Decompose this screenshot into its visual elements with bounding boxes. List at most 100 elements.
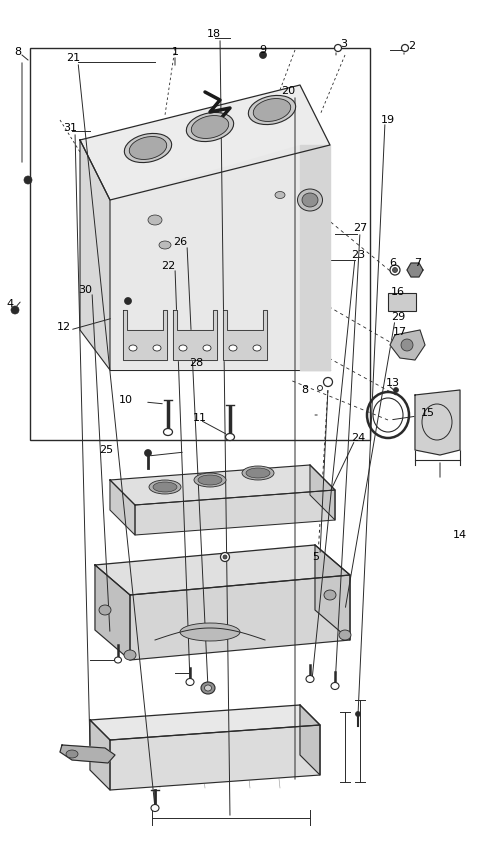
Ellipse shape — [242, 466, 274, 480]
Polygon shape — [90, 720, 110, 790]
Text: 9: 9 — [259, 45, 266, 55]
Polygon shape — [110, 480, 135, 535]
Text: 21: 21 — [66, 53, 80, 63]
Polygon shape — [80, 140, 110, 370]
Ellipse shape — [306, 675, 314, 683]
Ellipse shape — [164, 429, 172, 435]
Ellipse shape — [260, 51, 266, 58]
Ellipse shape — [335, 45, 341, 51]
Text: 19: 19 — [381, 115, 395, 125]
Text: 12: 12 — [57, 322, 71, 332]
Polygon shape — [95, 565, 130, 660]
Polygon shape — [173, 310, 217, 360]
Ellipse shape — [204, 685, 212, 691]
Ellipse shape — [148, 215, 162, 225]
Polygon shape — [390, 330, 425, 360]
Ellipse shape — [223, 555, 227, 559]
Polygon shape — [223, 310, 267, 360]
Text: 6: 6 — [389, 258, 396, 268]
Polygon shape — [300, 705, 320, 775]
Polygon shape — [135, 490, 335, 535]
Ellipse shape — [124, 297, 132, 305]
Ellipse shape — [302, 193, 318, 207]
Ellipse shape — [298, 189, 323, 211]
Ellipse shape — [179, 345, 187, 351]
Ellipse shape — [253, 99, 291, 121]
Ellipse shape — [331, 683, 339, 690]
Text: 15: 15 — [421, 408, 435, 418]
Ellipse shape — [201, 682, 215, 694]
Text: 22: 22 — [161, 261, 175, 271]
Ellipse shape — [324, 590, 336, 600]
Ellipse shape — [115, 657, 121, 663]
Ellipse shape — [275, 191, 285, 199]
Ellipse shape — [393, 268, 397, 273]
Text: 18: 18 — [207, 29, 221, 39]
Bar — [388, 293, 416, 311]
Ellipse shape — [124, 650, 136, 660]
Ellipse shape — [11, 306, 19, 314]
Text: 4: 4 — [6, 299, 13, 309]
Ellipse shape — [124, 133, 172, 163]
Polygon shape — [415, 390, 460, 455]
Text: 13: 13 — [386, 378, 400, 388]
Ellipse shape — [191, 115, 229, 138]
Text: 10: 10 — [119, 395, 133, 405]
Ellipse shape — [401, 339, 413, 351]
Text: 2: 2 — [408, 41, 416, 51]
Text: 17: 17 — [393, 327, 407, 337]
Ellipse shape — [186, 679, 194, 685]
Text: 23: 23 — [351, 250, 365, 260]
Text: 11: 11 — [193, 413, 207, 423]
Ellipse shape — [339, 630, 351, 640]
Ellipse shape — [356, 711, 360, 717]
Ellipse shape — [198, 475, 222, 485]
Polygon shape — [315, 545, 350, 640]
Text: 28: 28 — [189, 358, 203, 368]
Text: 5: 5 — [312, 552, 320, 562]
Text: 7: 7 — [414, 258, 421, 268]
Polygon shape — [310, 465, 335, 520]
Ellipse shape — [151, 804, 159, 812]
Ellipse shape — [24, 176, 32, 184]
Text: 1: 1 — [171, 47, 179, 57]
Ellipse shape — [149, 480, 181, 494]
Polygon shape — [110, 145, 330, 370]
Text: 31: 31 — [63, 123, 77, 133]
Polygon shape — [90, 705, 320, 740]
Ellipse shape — [324, 377, 333, 386]
Ellipse shape — [194, 473, 226, 487]
Ellipse shape — [246, 468, 270, 478]
Ellipse shape — [248, 95, 296, 125]
Ellipse shape — [390, 265, 400, 275]
Text: 8: 8 — [301, 385, 308, 395]
Ellipse shape — [129, 136, 167, 159]
Ellipse shape — [220, 552, 229, 562]
Polygon shape — [110, 725, 320, 790]
Ellipse shape — [253, 345, 261, 351]
Text: 26: 26 — [173, 237, 187, 247]
Ellipse shape — [317, 386, 323, 391]
Ellipse shape — [394, 387, 398, 392]
Polygon shape — [110, 465, 335, 505]
Polygon shape — [407, 263, 423, 277]
Text: 24: 24 — [351, 433, 365, 443]
Ellipse shape — [99, 605, 111, 615]
Ellipse shape — [229, 345, 237, 351]
Text: 14: 14 — [453, 530, 467, 540]
Text: 20: 20 — [281, 86, 295, 96]
Text: 8: 8 — [14, 47, 22, 57]
Polygon shape — [95, 545, 350, 595]
Ellipse shape — [226, 434, 235, 440]
Ellipse shape — [186, 113, 234, 141]
Ellipse shape — [129, 345, 137, 351]
Ellipse shape — [401, 45, 408, 51]
Ellipse shape — [159, 241, 171, 249]
Polygon shape — [130, 575, 350, 660]
Text: 25: 25 — [99, 445, 113, 455]
Ellipse shape — [153, 345, 161, 351]
Polygon shape — [300, 145, 330, 370]
Ellipse shape — [144, 450, 152, 456]
Polygon shape — [60, 745, 115, 763]
Ellipse shape — [66, 750, 78, 758]
